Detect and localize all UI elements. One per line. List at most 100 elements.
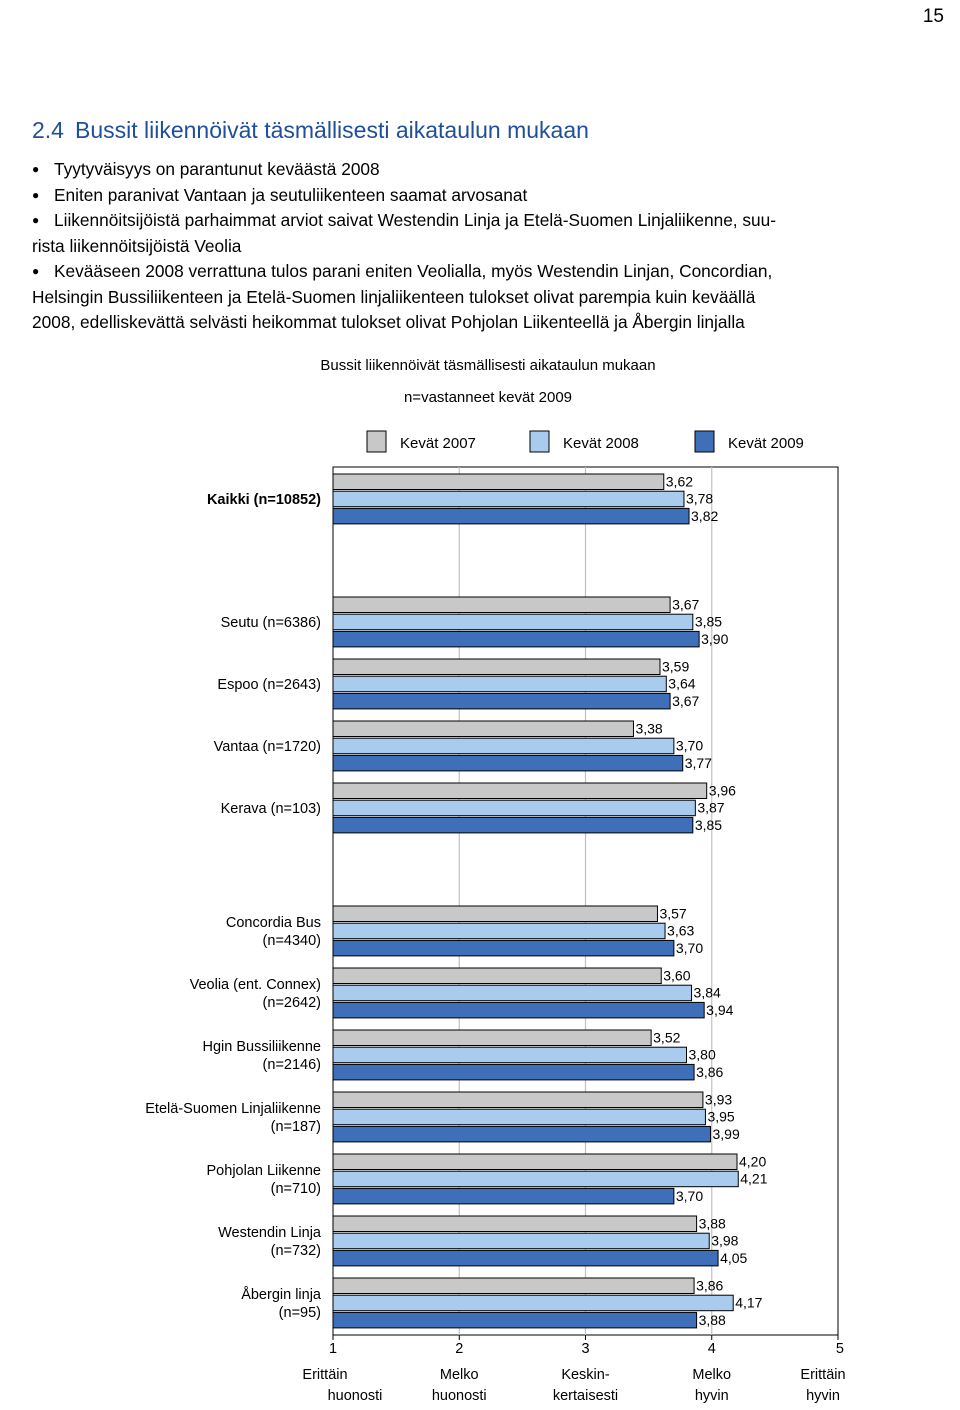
- x-tick-sublabel: hyvin: [695, 1388, 729, 1404]
- bullet-text: Helsingin Bussiliikenteen ja Etelä-Suome…: [32, 286, 756, 307]
- bar: [332, 692, 671, 710]
- bullet-text: 2008, edelliskevättä selvästi heikommat …: [32, 312, 745, 332]
- x-tick-sublabel: Erittäin: [800, 1367, 845, 1383]
- section-title-text: Bussit liikennöivät täsmällisesti aikata…: [75, 117, 589, 143]
- bar: [332, 1311, 698, 1329]
- bar-value-label: 3,87: [697, 800, 724, 816]
- category-label: Etelä-Suomen Linjaliikenne: [145, 1101, 321, 1117]
- bar-value-label: 3,95: [707, 1109, 734, 1125]
- legend-swatch: [529, 430, 550, 453]
- bar: [332, 922, 666, 940]
- bar: [332, 1108, 706, 1126]
- x-tick-sublabel: huonosti: [328, 1388, 383, 1404]
- bar-value-label: 3,96: [709, 783, 736, 799]
- bar-value-label: 3,88: [699, 1216, 726, 1232]
- bar: [332, 1249, 719, 1267]
- bar-value-label: 3,52: [653, 1030, 680, 1046]
- bar-value-label: 3,67: [672, 693, 699, 709]
- bar-value-label: 3,88: [699, 1312, 726, 1328]
- bar: [332, 1232, 710, 1250]
- category-label: Kerava (n=103): [221, 801, 321, 817]
- bullet-text: rista liikennöitsijöistä Veolia: [32, 235, 242, 256]
- bar: [332, 596, 671, 613]
- bar: [332, 967, 662, 984]
- bar: [332, 1046, 687, 1064]
- category-label: Concordia Bus: [226, 915, 321, 931]
- x-tick-label: 3: [581, 1341, 589, 1357]
- x-tick-sublabel: Melko: [692, 1367, 731, 1383]
- bar-value-label: 3,77: [685, 755, 712, 771]
- bar: [332, 630, 700, 648]
- bar: [332, 720, 634, 737]
- bar: [332, 1277, 695, 1294]
- bar: [332, 613, 694, 631]
- bar: [332, 799, 696, 817]
- bar-value-label: 3,59: [662, 659, 689, 675]
- bar: [332, 939, 675, 957]
- x-tick-sublabel: Keskin-: [561, 1367, 610, 1383]
- bar: [332, 1063, 695, 1081]
- bullet-continuation: rista liikennöitsijöistä Veolia: [32, 234, 932, 260]
- bullet-continuation: 2008, edelliskevättä selvästi heikommat …: [32, 310, 932, 336]
- bar: [332, 1029, 652, 1046]
- bar-value-label: 3,64: [668, 676, 695, 692]
- legend-swatch: [366, 430, 387, 453]
- bullet-list: ● Tyytyväisyys on parantunut keväästä 200…: [32, 157, 932, 336]
- category-label: Hgin Bussiliikenne: [203, 1039, 321, 1055]
- bullet-item: ● Eniten paranivat Vantaan ja seutuliiken…: [32, 183, 932, 209]
- bar-value-label: 3,62: [666, 474, 693, 490]
- bar: [332, 1001, 705, 1019]
- bar: [332, 473, 665, 490]
- bar-value-label: 3,57: [659, 906, 686, 922]
- bullet-icon: ●: [32, 162, 40, 176]
- category-label: (n=95): [279, 1305, 321, 1321]
- bar-value-label: 3,90: [701, 631, 728, 647]
- legend-swatch: [694, 430, 715, 453]
- bullet-icon: ●: [32, 264, 40, 278]
- category-label: Pohjolan Liikenne: [207, 1163, 321, 1179]
- bar: [332, 1215, 698, 1232]
- bar-value-label: 3,94: [706, 1002, 733, 1018]
- category-label: (n=710): [271, 1181, 321, 1197]
- bar: [332, 507, 690, 525]
- bar-value-label: 3,80: [689, 1047, 716, 1063]
- bullet-text: Eniten paranivat Vantaan ja seutuliikent…: [54, 184, 528, 205]
- x-tick-sublabel: Melko: [440, 1367, 479, 1383]
- page-number: 15: [922, 6, 944, 27]
- bar: [332, 1170, 739, 1188]
- bullet-item: ● Kevääseen 2008 verrattuna tulos parani …: [32, 259, 932, 285]
- bar: [332, 816, 694, 834]
- x-tick-label: 1: [329, 1341, 337, 1357]
- bar-value-label: 3,93: [705, 1092, 732, 1108]
- section-title: 2.4 Bussit liikennöivät täsmällisesti aik…: [32, 117, 589, 144]
- bar: [332, 658, 661, 675]
- bar-value-label: 3,70: [676, 940, 703, 956]
- x-tick-sublabel: hyvin: [806, 1388, 840, 1404]
- bar: [332, 1294, 734, 1312]
- category-label: (n=187): [271, 1119, 321, 1135]
- x-tick-sublabel: huonosti: [432, 1388, 487, 1404]
- bar-chart: Bussit liikennöivät täsmällisesti aikata…: [145, 357, 845, 1404]
- bar: [332, 1153, 738, 1170]
- bar: [332, 737, 675, 755]
- bar-value-label: 3,99: [712, 1126, 739, 1142]
- category-label: Veolia (ent. Connex): [190, 977, 321, 993]
- bar: [332, 1091, 704, 1108]
- bar-value-label: 3,60: [663, 968, 690, 984]
- category-label: Seutu (n=6386): [221, 615, 321, 631]
- section-number: 2.4: [32, 117, 64, 143]
- bar: [332, 754, 684, 772]
- bullet-item: ● Liikennöitsijöistä parhaimmat arviot sa…: [32, 208, 932, 234]
- chart-subtitle: n=vastanneet kevät 2009: [404, 389, 572, 406]
- x-tick-label: 4: [708, 1341, 716, 1357]
- bar-value-label: 3,84: [694, 985, 721, 1001]
- bar-value-label: 3,70: [676, 1188, 703, 1204]
- bar: [332, 1125, 711, 1143]
- bar-value-label: 3,63: [667, 923, 694, 939]
- chart-area: Bussit liikennöivät täsmällisesti aikata…: [0, 340, 960, 1405]
- bar: [332, 1187, 675, 1205]
- chart-title: Bussit liikennöivät täsmällisesti aikata…: [320, 357, 655, 374]
- x-tick-sublabel: Erittäin: [302, 1367, 347, 1383]
- bullet-icon: ●: [32, 187, 40, 202]
- bar-value-label: 3,85: [695, 817, 722, 833]
